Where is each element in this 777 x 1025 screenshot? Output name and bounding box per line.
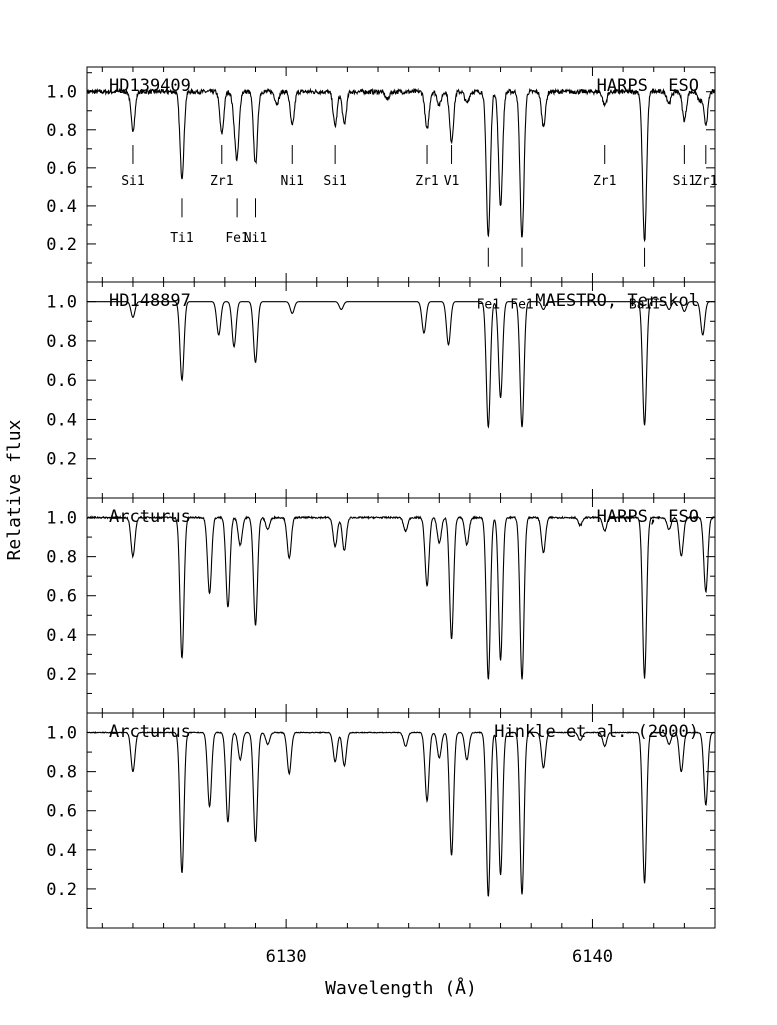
y-tick-label: 0.8 [46,763,77,783]
line-id-label: Zr1 [593,174,616,189]
y-tick-label: 0.8 [46,332,77,352]
line-id-label: Fe1 [510,298,533,313]
line-id-label: V1 [444,174,460,189]
panel-star-label: Arcturus [109,722,191,742]
y-tick-label: 0.2 [46,880,77,900]
line-id-label: Zr1 [210,174,233,189]
panel-star-label: Arcturus [109,507,191,527]
spectrum-line [87,301,715,429]
y-tick-label: 0.8 [46,121,77,141]
spectrum-line [86,87,716,243]
panel-instrument-label: HARPS, ESO [597,507,699,527]
y-tick-label: 1.0 [46,293,77,313]
spectrum-line [86,731,716,897]
y-tick-label: 0.2 [46,235,77,255]
y-tick-label: 0.4 [46,197,77,217]
line-id-label: Ti1 [170,231,193,246]
y-tick-label: 0.4 [46,626,77,646]
panel-frame [86,712,716,929]
line-id-label: Fe1 [225,231,248,246]
y-tick-label: 0.6 [46,802,77,822]
line-id-label: Zr1 [694,174,717,189]
y-tick-label: 0.2 [46,450,77,470]
y-tick-label: 0.6 [46,587,77,607]
spectrum-line [86,515,716,680]
y-tick-label: 0.4 [46,410,77,430]
y-tick-label: 0.8 [46,548,77,568]
panel-instrument-label: Hinkle et al. (2000) [494,722,699,742]
panel-star-label: HD148897 [109,291,191,311]
y-tick-label: 0.6 [46,371,77,391]
panel-instrument-label: MAESTRO, Terskol [535,291,699,311]
y-tick-label: 1.0 [46,509,77,529]
line-id-label: Si1 [121,174,144,189]
x-tick-label: 6140 [572,947,613,967]
panel-frame [86,497,716,714]
line-id-label: Ni1 [281,174,304,189]
x-tick-label: 6130 [266,947,307,967]
panel-frame [86,281,716,499]
y-tick-label: 0.4 [46,841,77,861]
line-id-label: Ni1 [244,231,267,246]
panel-instrument-label: HARPS, ESO [597,76,699,96]
y-tick-label: 0.2 [46,665,77,685]
panel-star-label: HD139409 [109,76,191,96]
y-axis-title: Relative flux [4,419,25,560]
y-tick-label: 1.0 [46,83,77,103]
y-tick-label: 1.0 [46,724,77,744]
line-id-label: Si1 [323,174,346,189]
line-id-label: Zr1 [415,174,438,189]
line-id-label: Si1 [673,174,696,189]
y-tick-label: 0.6 [46,159,77,179]
line-id-label: Fe1 [477,298,500,313]
x-axis-title: Wavelength (Å) [325,977,477,999]
